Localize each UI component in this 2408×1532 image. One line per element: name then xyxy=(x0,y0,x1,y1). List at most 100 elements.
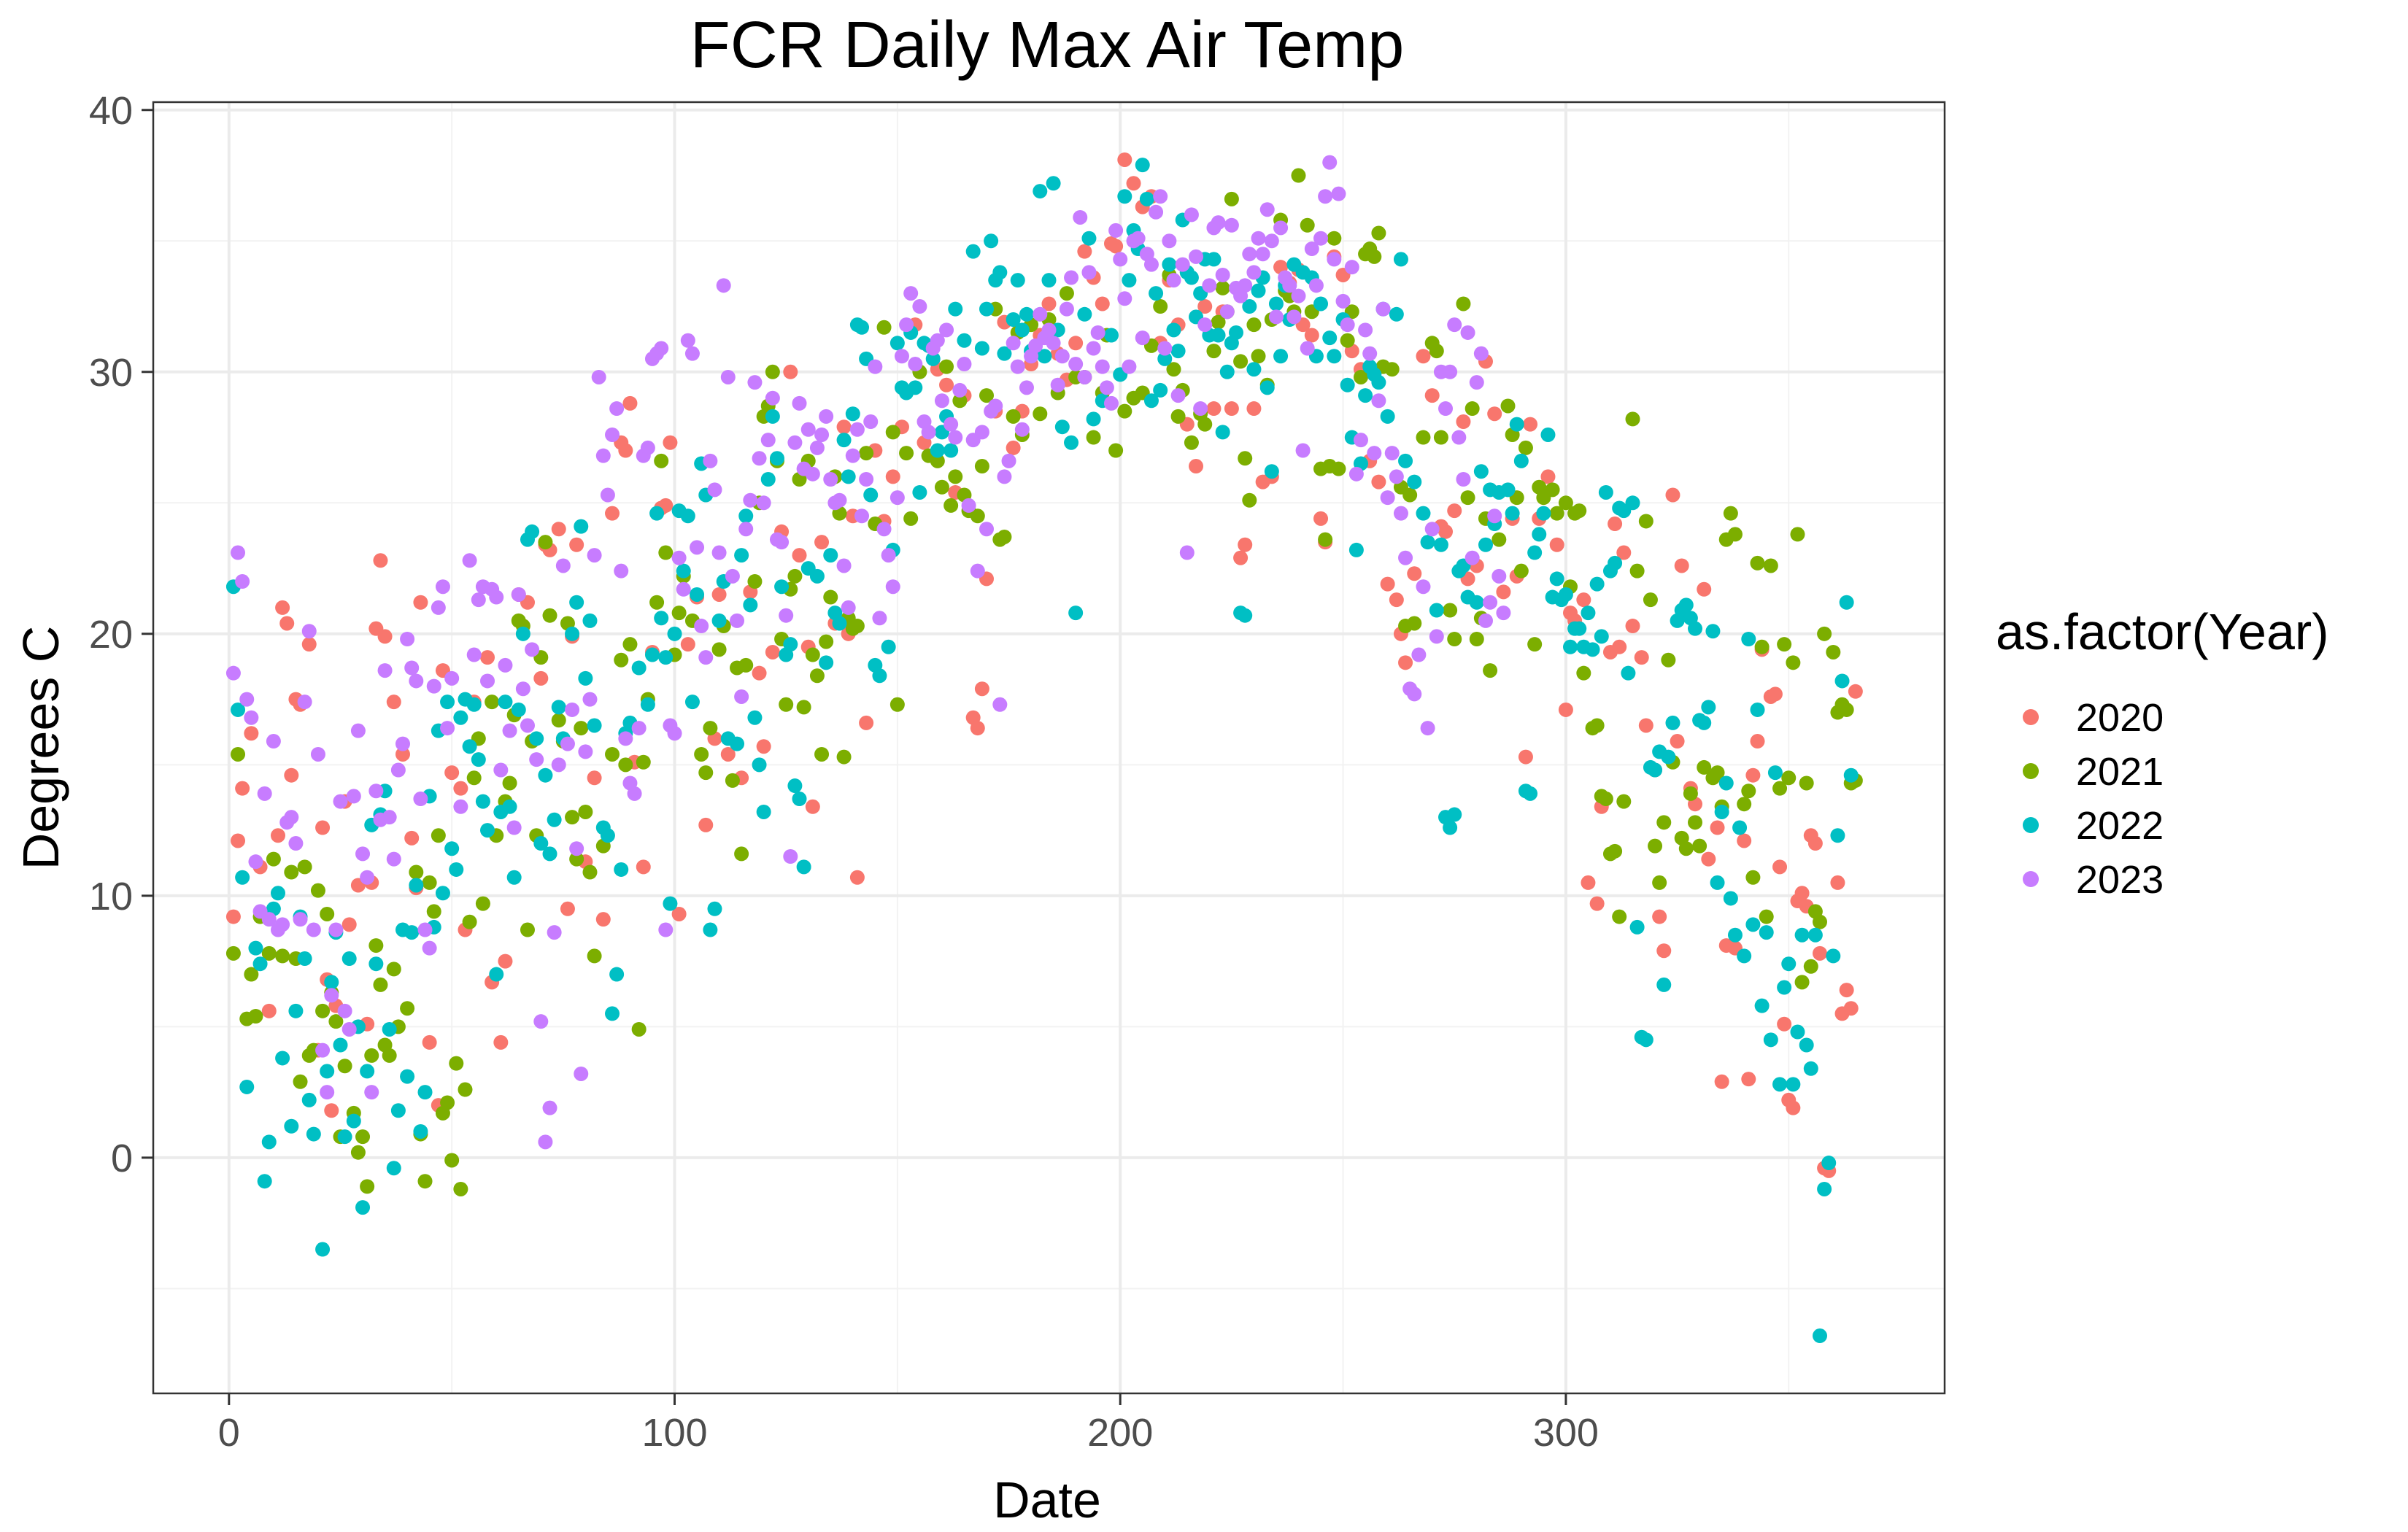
data-point xyxy=(1006,336,1021,351)
data-point xyxy=(1523,417,1538,432)
data-point xyxy=(426,678,441,694)
data-point xyxy=(970,508,985,524)
data-point xyxy=(368,956,384,972)
data-point xyxy=(1189,249,1204,264)
data-point xyxy=(444,670,460,686)
data-point xyxy=(979,522,995,537)
data-point xyxy=(1500,482,1516,498)
data-point xyxy=(1483,663,1498,678)
data-point xyxy=(849,422,865,437)
data-point xyxy=(587,548,602,563)
data-point xyxy=(1064,270,1079,285)
data-point xyxy=(957,333,972,348)
legend-item-2022: 2022 xyxy=(2023,804,2164,848)
data-point xyxy=(1318,189,1333,204)
data-point xyxy=(1518,749,1533,765)
data-point xyxy=(1416,506,1431,521)
data-point xyxy=(1701,851,1716,867)
data-point xyxy=(1238,608,1253,623)
data-point xyxy=(1447,317,1462,333)
data-point xyxy=(859,446,874,461)
data-point xyxy=(1153,189,1168,204)
data-point xyxy=(1723,506,1738,521)
data-point xyxy=(1308,278,1324,293)
data-point xyxy=(1638,514,1653,529)
data-point xyxy=(1117,189,1132,204)
data-point xyxy=(582,692,598,707)
data-point xyxy=(244,726,259,741)
data-point xyxy=(320,1064,335,1079)
data-point xyxy=(943,443,959,458)
data-point xyxy=(355,1129,371,1145)
data-point xyxy=(609,967,625,982)
data-point xyxy=(261,1134,277,1150)
legend-label: 2021 xyxy=(2076,750,2164,794)
data-point xyxy=(658,545,674,560)
data-point xyxy=(279,616,295,631)
data-point xyxy=(533,670,549,686)
data-point xyxy=(939,377,954,392)
data-point xyxy=(1242,492,1257,508)
data-point xyxy=(382,1021,397,1037)
data-point xyxy=(1041,296,1057,312)
data-point xyxy=(823,589,838,605)
data-point xyxy=(1710,765,1725,781)
data-point xyxy=(1781,956,1797,972)
data-point xyxy=(498,695,513,710)
data-point xyxy=(1340,317,1355,333)
data-point xyxy=(1799,1037,1814,1053)
data-point xyxy=(565,626,580,641)
data-point xyxy=(440,721,455,736)
data-point xyxy=(350,1145,366,1160)
data-point xyxy=(248,940,263,956)
data-point xyxy=(1839,595,1854,610)
data-point xyxy=(1839,702,1854,717)
data-point xyxy=(690,540,705,555)
data-point xyxy=(1019,306,1034,322)
data-point xyxy=(595,912,611,927)
data-point xyxy=(1763,558,1778,573)
data-point xyxy=(1019,380,1034,395)
data-point xyxy=(1041,322,1057,338)
data-point xyxy=(836,419,852,435)
data-point xyxy=(970,563,985,579)
data-point xyxy=(275,1051,290,1066)
data-point xyxy=(1794,886,1810,901)
data-point xyxy=(506,870,522,885)
data-point xyxy=(1367,249,1382,264)
data-point xyxy=(765,644,780,659)
data-point xyxy=(1737,833,1752,848)
data-point xyxy=(1438,401,1454,417)
data-point xyxy=(1572,503,1587,519)
data-point xyxy=(1754,639,1770,654)
data-point xyxy=(979,301,995,317)
y-axis: 0 10 20 30 40 xyxy=(89,89,153,1180)
data-point xyxy=(774,535,790,550)
data-point xyxy=(743,597,758,613)
data-point xyxy=(1652,909,1667,924)
data-point xyxy=(1143,393,1159,409)
data-point xyxy=(1054,349,1070,364)
data-point xyxy=(409,673,424,689)
data-point xyxy=(930,443,945,458)
data-point xyxy=(1424,522,1440,537)
data-point xyxy=(1407,566,1422,581)
data-point xyxy=(836,433,852,448)
data-point xyxy=(1398,453,1413,468)
data-point xyxy=(413,595,428,610)
data-point xyxy=(1513,563,1529,579)
data-point xyxy=(449,862,464,877)
data-point xyxy=(471,752,486,767)
data-point xyxy=(752,665,767,681)
data-point xyxy=(787,568,803,584)
data-point xyxy=(320,906,335,921)
data-point xyxy=(444,765,460,781)
data-point xyxy=(368,938,384,953)
data-point xyxy=(1737,797,1752,812)
data-point xyxy=(1389,469,1404,484)
data-point xyxy=(1576,665,1591,681)
data-point xyxy=(1447,632,1462,647)
data-point xyxy=(988,398,1003,414)
data-point xyxy=(948,301,963,317)
data-point xyxy=(1523,786,1538,801)
